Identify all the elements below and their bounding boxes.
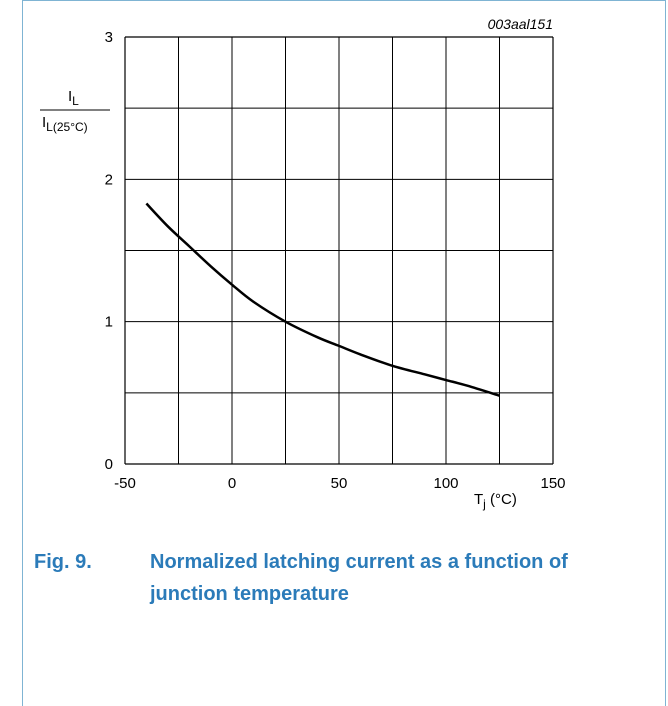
frame-right-border <box>665 0 666 706</box>
series-line <box>145 202 500 397</box>
chart-grid <box>124 36 554 465</box>
figure-id-label: 003aal151 <box>488 16 553 32</box>
x-tick-label: 0 <box>228 475 236 492</box>
y-axis-label-denominator: IL(25°C) <box>42 114 88 134</box>
figure-caption-text: Normalized latching current as a functio… <box>150 551 568 605</box>
y-tick-label: 3 <box>105 29 113 46</box>
x-tick-label: 150 <box>540 475 565 492</box>
frame-top-border <box>22 0 666 1</box>
y-axis-label-numerator: IL <box>68 88 79 108</box>
x-tick-label: -50 <box>114 475 136 492</box>
y-tick-label: 0 <box>105 456 113 473</box>
figure-number: Fig. 9. <box>34 551 92 573</box>
x-axis-label: Tj (°C) <box>474 491 517 511</box>
y-tick-label: 2 <box>105 171 113 188</box>
frame-left-border <box>22 0 23 706</box>
y-tick-label: 1 <box>105 314 113 331</box>
x-tick-label: 50 <box>331 475 348 492</box>
figure-caption: Fig. 9. Normalized latching current as a… <box>34 546 634 610</box>
x-tick-label: 100 <box>433 475 458 492</box>
